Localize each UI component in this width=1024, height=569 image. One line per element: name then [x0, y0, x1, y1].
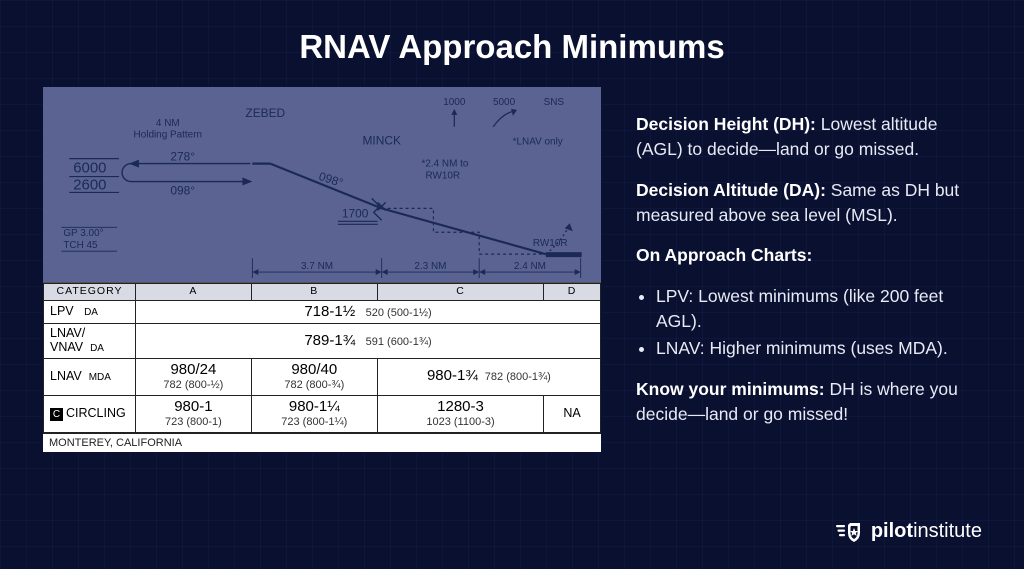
- svg-text:*LNAV only: *LNAV only: [513, 137, 563, 148]
- pilotinstitute-logo: pilotinstitute: [836, 520, 982, 543]
- wings-shield-icon: [836, 521, 864, 543]
- row-lnav: LNAV MDA 980/24782 (800-½) 980/40782 (80…: [44, 358, 601, 395]
- explanation-column: Decision Height (DH): Lowest altitude (A…: [636, 86, 982, 453]
- svg-text:ZEBED: ZEBED: [245, 106, 285, 120]
- da-paragraph: Decision Altitude (DA): Same as DH but m…: [636, 178, 982, 228]
- svg-text:1700: 1700: [342, 206, 369, 220]
- svg-text:5000: 5000: [493, 97, 516, 108]
- content-row: 1000 5000 SNS *LNAV only ZEBED MINCK 4 N…: [0, 74, 1024, 453]
- table-header-row: CATEGORY A B C D: [44, 284, 601, 301]
- col-c: C: [377, 284, 543, 301]
- svg-text:278°: 278°: [170, 150, 195, 164]
- svg-text:RW10R: RW10R: [533, 238, 568, 249]
- on-charts-list: LPV: Lowest minimums (like 200 feet AGL)…: [636, 284, 982, 361]
- svg-text:GP 3.00°: GP 3.00°: [63, 228, 103, 239]
- svg-text:4 NM: 4 NM: [156, 118, 180, 129]
- know-paragraph: Know your minimums: DH is where you deci…: [636, 377, 982, 427]
- lpv-value: 718-1½: [304, 303, 355, 320]
- col-b: B: [251, 284, 377, 301]
- row-lpv: LPV DA 718-1½ 520 (500-1½): [44, 300, 601, 324]
- minimums-table: CATEGORY A B C D LPV DA 718-1½ 520 (500-…: [43, 283, 601, 433]
- on-charts-heading: On Approach Charts:: [636, 243, 982, 268]
- list-item: LPV: Lowest minimums (like 200 feet AGL)…: [656, 284, 982, 334]
- page-title: RNAV Approach Minimums: [0, 0, 1024, 74]
- svg-text:2.3 NM: 2.3 NM: [414, 261, 446, 272]
- svg-text:Holding Pattern: Holding Pattern: [134, 130, 203, 141]
- svg-text:TCH 45: TCH 45: [63, 240, 98, 251]
- svg-text:2600: 2600: [73, 176, 106, 193]
- chart-footer: MONTEREY, CALIFORNIA: [43, 433, 601, 452]
- svg-text:1000: 1000: [443, 97, 466, 108]
- col-a: A: [136, 284, 252, 301]
- lnav-vnav-value: 789-1¾: [304, 332, 355, 349]
- svg-text:098°: 098°: [317, 169, 345, 190]
- svg-text:*2.4 NM to: *2.4 NM to: [421, 159, 468, 170]
- svg-text:RW10R: RW10R: [425, 171, 460, 182]
- circling-c-icon: C: [50, 408, 63, 421]
- logo-text-light: institute: [913, 520, 982, 542]
- approach-chart-card: 1000 5000 SNS *LNAV only ZEBED MINCK 4 N…: [42, 86, 602, 453]
- svg-text:6000: 6000: [73, 160, 106, 177]
- logo-text-bold: pilot: [871, 520, 913, 542]
- approach-profile-diagram: 1000 5000 SNS *LNAV only ZEBED MINCK 4 N…: [43, 87, 601, 283]
- svg-text:MINCK: MINCK: [362, 134, 400, 148]
- col-d: D: [544, 284, 601, 301]
- col-category: CATEGORY: [44, 284, 136, 301]
- svg-text:2.4 NM: 2.4 NM: [514, 261, 546, 272]
- row-circling: CCIRCLING 980-1723 (800-1) 980-1¼723 (80…: [44, 395, 601, 432]
- svg-text:098°: 098°: [170, 183, 195, 197]
- list-item: LNAV: Higher minimums (uses MDA).: [656, 336, 982, 361]
- svg-text:3.7 NM: 3.7 NM: [301, 261, 333, 272]
- svg-text:SNS: SNS: [544, 97, 565, 108]
- dh-paragraph: Decision Height (DH): Lowest altitude (A…: [636, 112, 982, 162]
- row-lnav-vnav: LNAV/VNAV DA 789-1¾ 591 (600-1¾): [44, 324, 601, 359]
